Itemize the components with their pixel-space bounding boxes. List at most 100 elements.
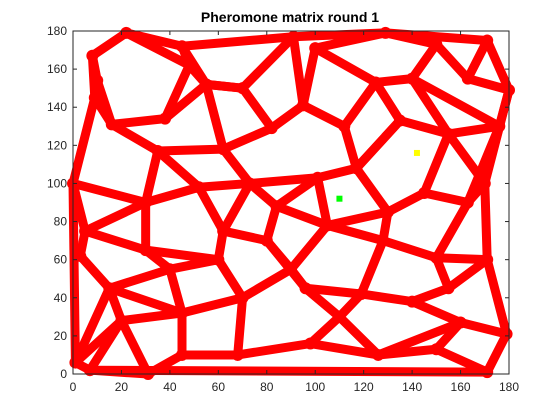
- node-61: [406, 72, 419, 85]
- edge-124: [245, 173, 323, 188]
- edges-layer: [67, 26, 515, 380]
- edge-13: [482, 329, 512, 377]
- edge-117: [322, 207, 393, 230]
- edge-128: [351, 116, 405, 173]
- x-tick-label: 160: [451, 380, 471, 394]
- x-tick-label: 80: [260, 380, 274, 394]
- y-tick-label: 40: [54, 291, 68, 305]
- edge-127: [407, 74, 504, 131]
- node-60: [369, 76, 382, 89]
- edge-31: [141, 146, 163, 207]
- node-58: [350, 162, 363, 175]
- edge-87: [177, 293, 248, 318]
- x-tick-label: 140: [402, 380, 422, 394]
- x-tick-label: 100: [305, 380, 325, 394]
- node-39: [430, 251, 443, 264]
- node-13: [430, 38, 443, 51]
- node-6: [120, 26, 133, 39]
- edge-65: [443, 121, 504, 139]
- edge-98: [233, 293, 248, 360]
- axes-layer: [72, 30, 510, 375]
- x-tick-label: 120: [354, 380, 374, 394]
- edge-69: [351, 163, 393, 217]
- node-7: [176, 40, 188, 53]
- edge-75: [378, 236, 441, 263]
- edge-93: [262, 236, 296, 274]
- edge-86: [213, 255, 248, 303]
- edge-114: [305, 339, 383, 360]
- edge-56: [339, 121, 361, 173]
- edge-32: [68, 178, 151, 207]
- edge-15: [68, 178, 90, 236]
- edge-11: [480, 178, 492, 265]
- node-59: [493, 120, 506, 133]
- edge-83: [218, 178, 255, 236]
- node-33: [103, 282, 116, 295]
- edge-62: [463, 36, 492, 84]
- x-axis-ticks: 0 20 40 60 80 100 120 140 160 180: [70, 31, 519, 394]
- edge-88: [165, 264, 187, 318]
- edge-17: [75, 251, 114, 293]
- edge-103: [334, 312, 383, 360]
- node-62: [139, 244, 152, 257]
- edge-61: [431, 39, 473, 84]
- edge-70: [383, 188, 429, 217]
- edge-27: [121, 28, 194, 70]
- node-1: [69, 356, 82, 369]
- edge-119: [238, 32, 298, 93]
- edge-129: [286, 220, 332, 274]
- edge-80: [271, 201, 332, 230]
- node-27: [139, 196, 152, 209]
- marker-point-1: [413, 149, 420, 156]
- node-11: [309, 42, 322, 55]
- edge-112: [356, 289, 417, 307]
- edge-52: [80, 226, 151, 255]
- edge-39: [298, 43, 320, 110]
- node-19: [217, 143, 230, 156]
- edge-66: [494, 85, 514, 131]
- node-21: [297, 99, 310, 112]
- node-22: [338, 120, 351, 133]
- axes-box: [72, 30, 510, 375]
- y-tick-label: 100: [47, 176, 67, 190]
- edge-100: [143, 350, 187, 379]
- edge-73: [419, 129, 453, 198]
- edge-130: [141, 245, 223, 265]
- edge-105: [431, 344, 492, 377]
- node-40: [481, 253, 494, 266]
- node-12: [379, 26, 392, 39]
- y-tick-label: 180: [47, 24, 67, 38]
- edge-33: [153, 144, 228, 156]
- edge-22: [107, 114, 170, 129]
- edge-45: [218, 144, 255, 188]
- edge-46: [194, 178, 255, 192]
- node-28: [192, 181, 205, 194]
- node-57: [217, 225, 230, 238]
- node-9: [183, 59, 196, 72]
- x-tick-label: 180: [499, 380, 519, 394]
- edge-109: [407, 283, 453, 307]
- x-tick-label: 60: [212, 380, 226, 394]
- edge-118: [380, 28, 441, 49]
- edge-12: [482, 255, 512, 339]
- node-52: [372, 348, 385, 361]
- edge-76: [431, 253, 492, 265]
- edge-79: [313, 173, 332, 230]
- x-tick-label: 0: [70, 380, 77, 394]
- edge-107: [456, 318, 512, 339]
- edge-90: [238, 264, 296, 303]
- edge-110: [443, 255, 492, 293]
- edge-94: [301, 283, 366, 299]
- y-tick-label: 20: [54, 329, 68, 343]
- node-32: [461, 196, 474, 209]
- edge-59: [371, 74, 417, 87]
- edge-58: [371, 77, 405, 126]
- edge-77: [431, 198, 473, 263]
- x-tick-label: 20: [115, 380, 129, 394]
- y-tick-label: 160: [47, 62, 67, 76]
- edge-41: [310, 43, 381, 87]
- edge-64: [407, 74, 453, 139]
- edge-51: [104, 264, 175, 293]
- node-16: [105, 118, 118, 131]
